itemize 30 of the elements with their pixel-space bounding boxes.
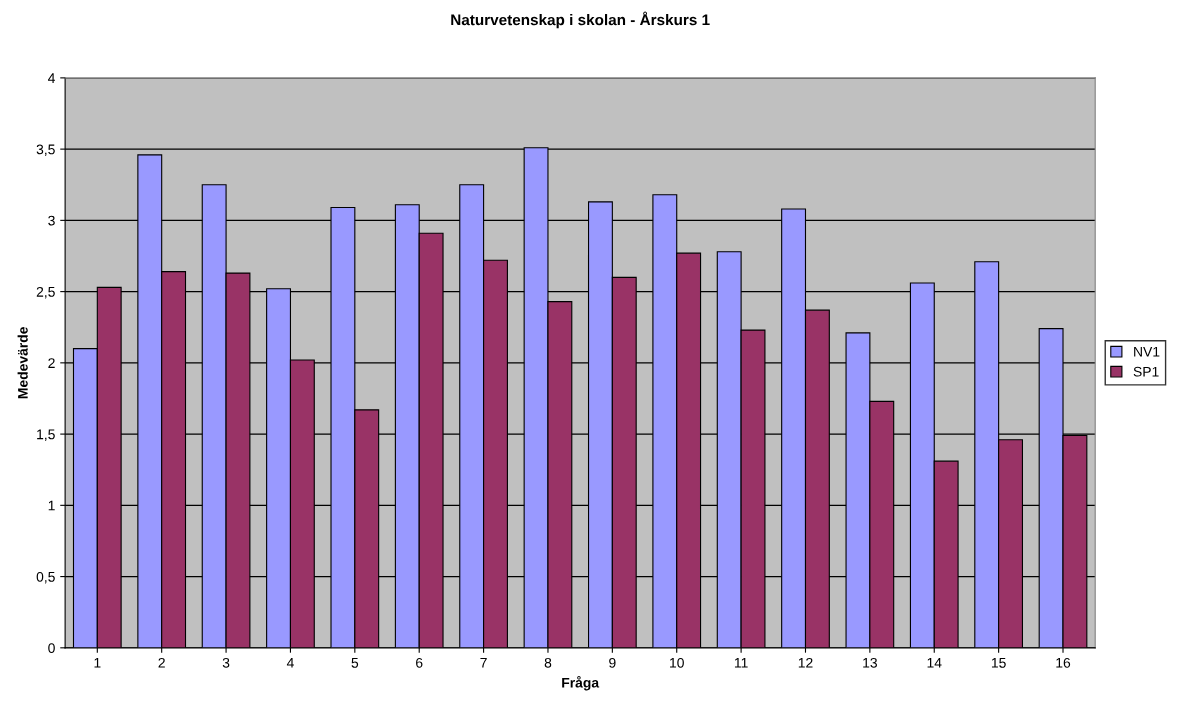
x-tick-label: 3	[222, 657, 230, 668]
y-tick-label: 1,5	[37, 429, 55, 441]
y-tick-label: 0,5	[36, 571, 55, 584]
x-axis-title: Fråga	[562, 676, 600, 691]
x-tick-label: 14	[927, 658, 942, 668]
y-tick-label: 3,5	[36, 144, 55, 156]
x-tick-label: 16	[1056, 657, 1071, 668]
y-tick-label: 3	[48, 215, 55, 226]
legend-label: SP1	[1133, 366, 1159, 377]
chart-title: Naturvetenskap i skolan - Årskurs 1	[451, 11, 710, 29]
x-tick-label: 9	[609, 657, 616, 668]
y-tick-label: 2	[48, 358, 55, 368]
x-tick-label: 11	[734, 658, 748, 668]
y-tick-label: 0	[48, 643, 55, 653]
x-tick-label: 1	[94, 658, 101, 668]
x-tick-label: 5	[351, 658, 359, 668]
x-tick-label: 15	[991, 658, 1006, 668]
y-axis-title: Medevärde	[17, 327, 28, 399]
y-tick-label: 2,5	[36, 286, 55, 299]
legend-label: NV1	[1134, 346, 1160, 357]
x-tick-label: 4	[286, 658, 294, 668]
x-tick-label: 13	[863, 657, 877, 668]
y-tick-label: 1	[48, 500, 55, 511]
x-tick-label: 10	[670, 657, 684, 668]
y-tick-label: 4	[47, 73, 55, 83]
x-tick-label: 2	[158, 657, 165, 668]
x-tick-label: 6	[416, 657, 423, 668]
x-tick-label: 7	[480, 658, 487, 668]
x-tick-label: 8	[544, 657, 552, 668]
x-tick-label: 12	[798, 657, 813, 668]
